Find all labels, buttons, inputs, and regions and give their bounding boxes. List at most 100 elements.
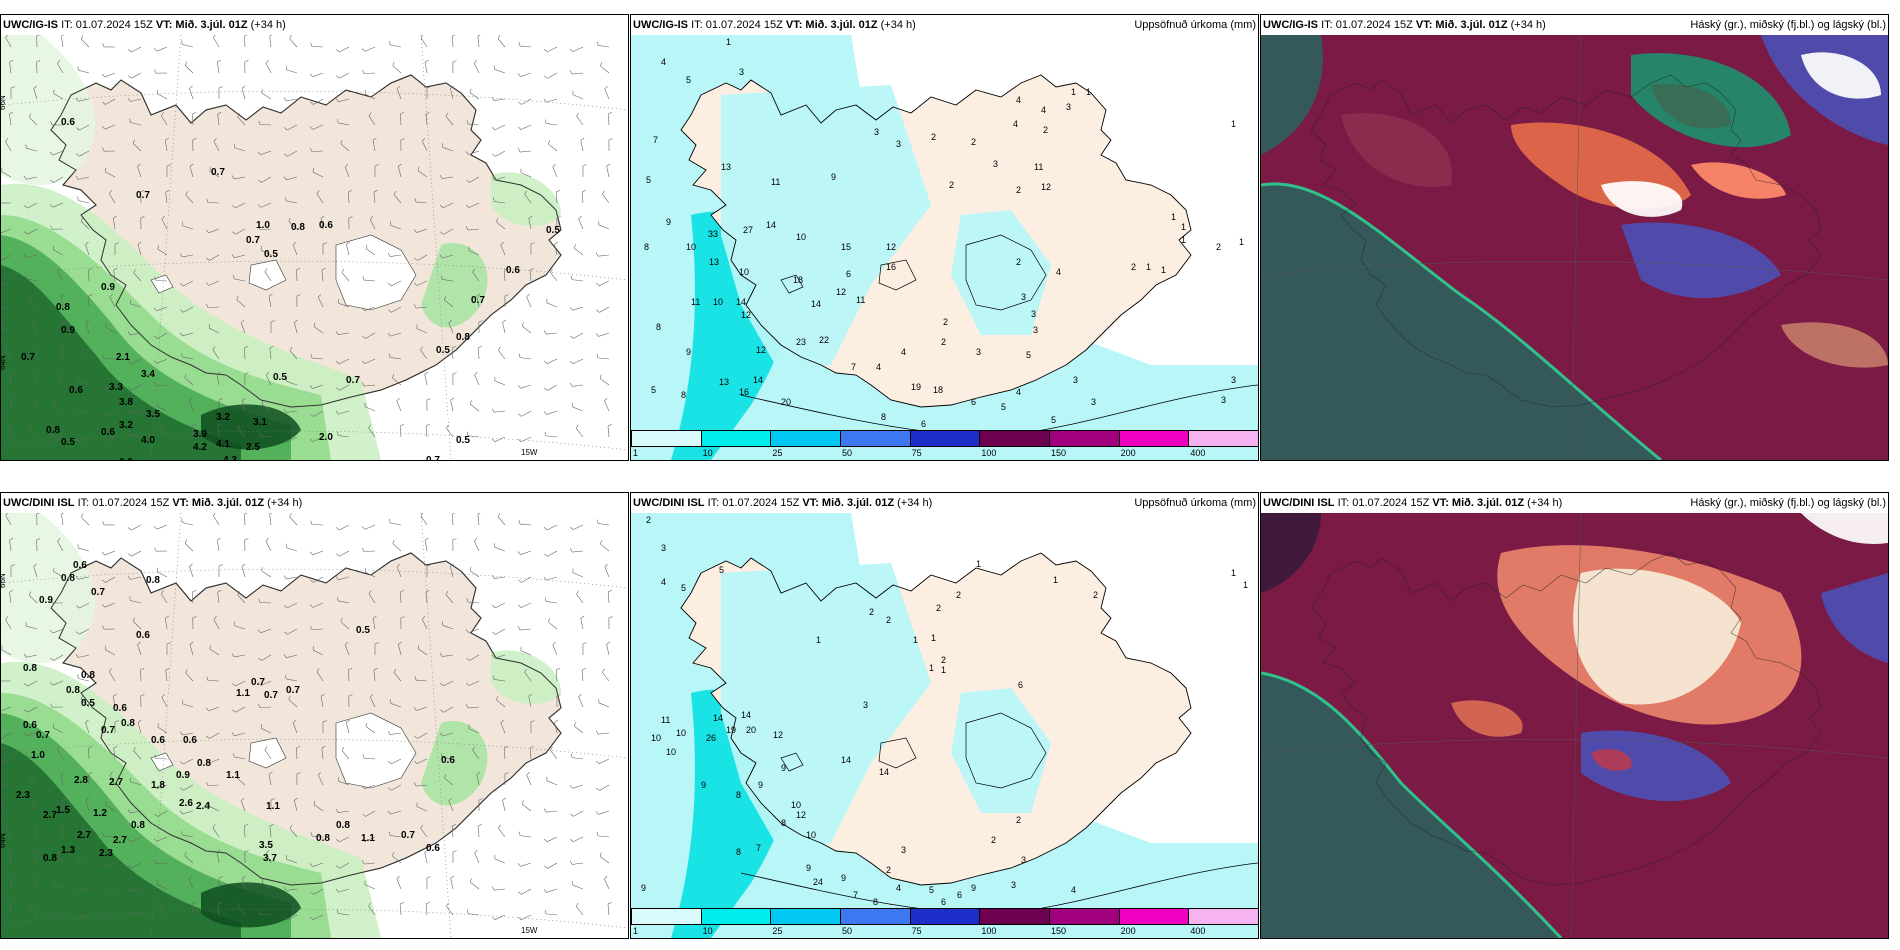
precip-value: 5	[929, 885, 934, 895]
lead-time: (+34 h)	[1510, 19, 1546, 31]
precip-value: 0.6	[426, 843, 440, 854]
precip-value: 3.4	[141, 369, 155, 380]
precip-value: 2.1	[116, 352, 130, 363]
panel-header: UWC/IG-IS IT: 01.07.2024 15Z VT: Mið. 3.…	[1261, 15, 1888, 35]
precip-value: 0.9	[61, 325, 75, 336]
precip-value: 0.7	[401, 830, 415, 841]
lat-label: 66N	[1, 95, 7, 110]
legend-tick-label: 200	[1120, 926, 1136, 936]
model-name: UWC/IG-IS	[1263, 19, 1318, 31]
legend-tick-label: 25	[772, 926, 783, 936]
legend-tick-label: 150	[1051, 926, 1067, 936]
precip-value: 0.7	[346, 375, 360, 386]
precip-value: 0.6	[136, 630, 150, 641]
precip-value: 2	[1093, 590, 1098, 600]
precip-value: 6	[941, 897, 946, 907]
init-time: IT: 01.07.2024 15Z	[1321, 19, 1413, 31]
precip-value: 4	[1071, 885, 1076, 895]
precip-value: 0.9	[119, 457, 133, 460]
precip-value: 3	[993, 159, 998, 169]
precip-value: 6	[971, 397, 976, 407]
precip-value: 12	[1041, 182, 1051, 192]
precip-value: 12	[836, 287, 846, 297]
precip-value: 2	[991, 835, 996, 845]
precip-value: 4.2	[193, 442, 207, 453]
precip-value: 2.0	[319, 432, 333, 443]
lead-time: (+34 h)	[267, 497, 303, 509]
precip-value: 1	[1181, 222, 1186, 232]
precip-value: 1	[726, 37, 731, 47]
precip-value: 2.7	[43, 810, 57, 821]
precip-value: 0.5	[273, 372, 287, 383]
precip-value: 5	[646, 175, 651, 185]
cloud-map	[1261, 513, 1888, 938]
precip-value: 0.7	[36, 730, 50, 741]
precip-value: 9	[781, 763, 786, 773]
precip-value: 20	[746, 725, 756, 735]
precip-value: 1	[1231, 119, 1236, 129]
map-panel-cloud-igis: UWC/IG-IS IT: 01.07.2024 15Z VT: Mið. 3.…	[1260, 14, 1889, 461]
lat-label: 66N	[1, 573, 7, 588]
precip-value: 10	[796, 232, 806, 242]
precip-value: 4	[1016, 387, 1021, 397]
model-name: UWC/IG-IS	[3, 19, 58, 31]
precip-value: 8	[736, 847, 741, 857]
precip-value: 3	[739, 67, 744, 77]
precip-value: 0.7	[471, 295, 485, 306]
precip-value: 5	[686, 75, 691, 85]
precip-value: 4.0	[141, 435, 155, 446]
precip-value: 2	[1016, 815, 1021, 825]
precip-value: 0.5	[61, 437, 75, 448]
precip-value: 1.5	[56, 805, 70, 816]
precip-value: 7	[653, 135, 658, 145]
precip-value: 0.5	[456, 435, 470, 446]
precip-value: 3	[896, 139, 901, 149]
precip-value: 2	[956, 590, 961, 600]
precip-value: 0.8	[131, 820, 145, 831]
precip-value: 0.7	[21, 352, 35, 363]
precip-value: 1	[1071, 87, 1076, 97]
precip-value: 13	[721, 162, 731, 172]
precip-legend: 1 10 25 50 75 100 150 200 400	[631, 430, 1258, 460]
precip-value: 4	[1041, 105, 1046, 115]
map-panel-cloud-dini: UWC/DINI ISL IT: 01.07.2024 15Z VT: Mið.…	[1260, 492, 1889, 939]
precip-value: 1.0	[31, 750, 45, 761]
legend-tick-label: 100	[981, 926, 997, 936]
precip-value: 14	[841, 755, 851, 765]
init-time: IT: 01.07.2024 15Z	[1337, 497, 1430, 509]
precip-value: 18	[793, 275, 803, 285]
precip-value: 0.9	[176, 770, 190, 781]
precip-value: 4	[1013, 119, 1018, 129]
valid-time: VT: Mið. 3.júl. 01Z	[1415, 19, 1508, 31]
precip-value: 19	[911, 382, 921, 392]
precip-value: 1	[1086, 87, 1091, 97]
precip-value: 22	[819, 335, 829, 345]
legend-tick-label: 400	[1190, 448, 1206, 458]
precip-value: 16	[886, 262, 896, 272]
precip-value: 12	[756, 345, 766, 355]
precip-value: 9	[666, 217, 671, 227]
precip-value: 0.7	[264, 690, 278, 701]
precip-value: 6	[957, 890, 962, 900]
legend-swatch	[840, 908, 911, 925]
precip-value: 2	[941, 655, 946, 665]
precip-value: 26	[706, 733, 716, 743]
precip-value: 3.5	[259, 840, 273, 851]
precip-value: 1	[816, 635, 821, 645]
precip-value: 2.8	[74, 775, 88, 786]
precip-value: 5	[719, 565, 724, 575]
model-name: UWC/DINI ISL	[633, 497, 705, 509]
precip-value: 14	[879, 767, 889, 777]
precip-value: 0.8	[146, 575, 160, 586]
legend-swatch	[700, 908, 772, 925]
precip-value: 1	[1231, 568, 1236, 578]
precip-value: 2.7	[77, 830, 91, 841]
precip-value: 1.2	[93, 808, 107, 819]
precip-value: 4	[901, 347, 906, 357]
precip-value: 9	[701, 780, 706, 790]
precip-value: 1	[1146, 262, 1151, 272]
precip-value: 9	[831, 172, 836, 182]
